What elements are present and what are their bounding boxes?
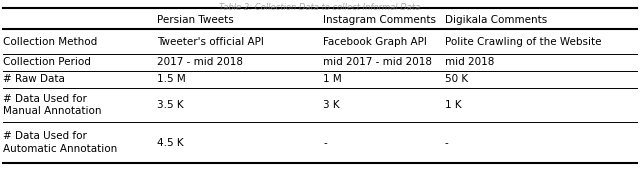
Text: Collection Period: Collection Period [3, 57, 91, 67]
Text: 1 K: 1 K [445, 100, 461, 110]
Text: Collection Method: Collection Method [3, 37, 97, 46]
Text: 50 K: 50 K [445, 74, 468, 84]
Text: Tweeter's official API: Tweeter's official API [157, 37, 264, 46]
Text: -: - [445, 138, 449, 148]
Text: 1.5 M: 1.5 M [157, 74, 186, 84]
Text: mid 2018: mid 2018 [445, 57, 494, 67]
Text: Table 2: Collection Data to collect Informal Data: Table 2: Collection Data to collect Info… [220, 3, 420, 12]
Text: 3.5 K: 3.5 K [157, 100, 184, 110]
Text: Digikala Comments: Digikala Comments [445, 15, 547, 25]
Text: 3 K: 3 K [323, 100, 340, 110]
Text: mid 2017 - mid 2018: mid 2017 - mid 2018 [323, 57, 432, 67]
Text: # Raw Data: # Raw Data [3, 74, 65, 84]
Text: -: - [323, 138, 327, 148]
Text: Instagram Comments: Instagram Comments [323, 15, 436, 25]
Text: Persian Tweets: Persian Tweets [157, 15, 234, 25]
Text: 4.5 K: 4.5 K [157, 138, 184, 148]
Text: Facebook Graph API: Facebook Graph API [323, 37, 427, 46]
Text: 1 M: 1 M [323, 74, 342, 84]
Text: # Data Used for
Automatic Annotation: # Data Used for Automatic Annotation [3, 132, 118, 154]
Text: 2017 - mid 2018: 2017 - mid 2018 [157, 57, 243, 67]
Text: # Data Used for
Manual Annotation: # Data Used for Manual Annotation [3, 94, 102, 116]
Text: Polite Crawling of the Website: Polite Crawling of the Website [445, 37, 602, 46]
